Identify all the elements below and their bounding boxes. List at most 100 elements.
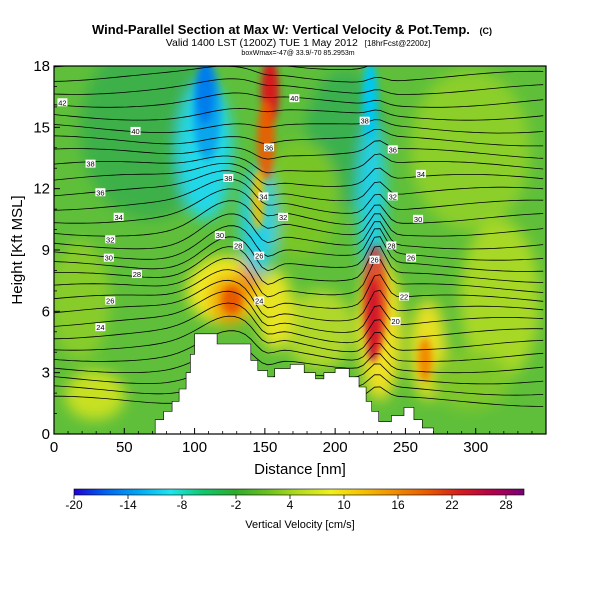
contour-label-box — [131, 270, 142, 279]
contour-label-box — [415, 169, 426, 178]
contour-line — [54, 200, 544, 237]
contour-label: 26 — [407, 254, 415, 263]
contour-label-box — [130, 126, 141, 135]
contour-line — [54, 236, 544, 272]
contour-label: 34 — [417, 170, 425, 179]
contour-line — [54, 315, 544, 353]
contour-line — [54, 163, 544, 187]
contour-label-box — [387, 192, 398, 201]
contour-label: 30 — [216, 231, 224, 240]
chart-title-mark: (C) — [480, 26, 493, 36]
contour-label-box — [95, 323, 106, 332]
contour-label: 30 — [414, 215, 422, 224]
colorbar-tick-label: 28 — [499, 498, 513, 512]
contour-line — [54, 188, 544, 225]
contour-label: 24 — [255, 297, 263, 306]
contour-label-box — [214, 231, 225, 240]
contour-line — [54, 290, 544, 333]
chart-title-text: Wind-Parallel Section at Max W: Vertical… — [92, 22, 470, 37]
colorbar-tick-label: -14 — [119, 498, 137, 512]
contour-label-box — [264, 143, 275, 152]
contour-label: 36 — [389, 145, 397, 154]
contour-label-box — [369, 255, 380, 264]
chart-info-line: boxWmax=-47@ 33.9/-70 85.2953m — [241, 50, 354, 57]
contour-label-box — [386, 241, 397, 250]
contour-label: 36 — [265, 143, 273, 152]
y-tick-label: 18 — [33, 58, 50, 75]
x-tick-label: 50 — [116, 439, 133, 456]
y-tick-label: 6 — [42, 303, 50, 320]
chart-subtitle-text: Valid 1400 LST (1200Z) TUE 1 May 2012 — [166, 37, 358, 49]
contour-label-box — [390, 317, 401, 326]
contour-label: 26 — [370, 256, 378, 265]
x-axis: 0 50 100 150 200 250 300 — [50, 428, 533, 456]
contour-line — [54, 140, 544, 160]
contour-label-box — [254, 296, 265, 305]
contour-label: 24 — [96, 323, 104, 332]
contour-line — [54, 225, 544, 261]
contour-label: 38 — [360, 117, 368, 126]
colorbar-tick-label: 22 — [445, 498, 459, 512]
y-tick-label: 12 — [33, 181, 50, 198]
y-axis-label: Height [Kft MSL] — [9, 195, 26, 304]
x-tick-label: 300 — [463, 439, 488, 456]
contour-label-box — [95, 188, 106, 197]
contour-label: 42 — [58, 98, 66, 107]
contour-label: 38 — [86, 160, 94, 169]
contour-label: 32 — [106, 235, 114, 244]
colorbar-tick-label: -2 — [231, 498, 242, 512]
contour-line — [54, 153, 544, 174]
contour-label-box — [254, 251, 265, 260]
x-tick-label: 150 — [252, 439, 277, 456]
contour-line — [54, 269, 544, 309]
contour-label: 32 — [279, 213, 287, 222]
contour-line — [54, 257, 544, 298]
colorbar — [73, 488, 525, 496]
y-tick-label: 0 — [42, 426, 50, 443]
contour-label-box — [399, 292, 410, 301]
x-tick-label: 0 — [50, 439, 58, 456]
contour-label: 40 — [290, 94, 298, 103]
contour-line — [54, 129, 544, 147]
contour-label-box — [223, 173, 234, 182]
contour-labels: 42 40 38 36 34 32 30 28 26 24 40 38 36 36 38 34 34 32 32 30… — [57, 94, 426, 332]
contour-label-box — [113, 212, 124, 221]
contour-label: 26 — [255, 252, 263, 261]
contour-label: 20 — [391, 317, 399, 326]
colorbar-tick-label: 10 — [337, 498, 351, 512]
contour-label-box — [258, 192, 269, 201]
contour-label: 32 — [389, 192, 397, 201]
contour-line — [54, 213, 544, 250]
contour-line — [54, 107, 544, 121]
contour-label-box — [406, 253, 417, 262]
contour-line — [54, 279, 544, 322]
terrain-mask — [54, 333, 546, 434]
contour-label-box — [233, 241, 244, 250]
contour-line — [54, 170, 544, 202]
contour-label: 34 — [114, 213, 122, 222]
contour-label: 22 — [400, 293, 408, 302]
x-tick-label: 200 — [323, 439, 348, 456]
contour-line — [54, 78, 544, 95]
contour-label: 28 — [387, 241, 395, 250]
chart-title: Wind-Parallel Section at Max W: Vertical… — [92, 22, 492, 37]
colorbar-tick-label: -20 — [65, 498, 83, 512]
contour-line — [54, 330, 544, 362]
y-tick-label: 9 — [42, 242, 50, 259]
contour-label: 28 — [133, 270, 141, 279]
contour-label-box — [289, 94, 300, 103]
velocity-field — [54, 66, 540, 420]
contour-line — [54, 178, 544, 214]
contour-label: 26 — [106, 297, 114, 306]
plot-area — [54, 66, 546, 434]
chart-subtitle: Valid 1400 LST (1200Z) TUE 1 May 2012 [1… — [166, 37, 430, 49]
x-tick-label: 100 — [182, 439, 207, 456]
contour-label: 28 — [234, 241, 242, 250]
contour-label-box — [359, 116, 370, 125]
colorbar-ticks: -20 -14 -8 -2 4 10 16 22 28 — [65, 495, 513, 512]
y-tick-label: 3 — [42, 365, 50, 382]
contour-label-box — [105, 235, 116, 244]
x-axis-label: Distance [nm] — [254, 461, 346, 478]
y-axis: 0 3 6 9 12 15 18 — [33, 58, 60, 443]
contour-line — [54, 302, 544, 344]
